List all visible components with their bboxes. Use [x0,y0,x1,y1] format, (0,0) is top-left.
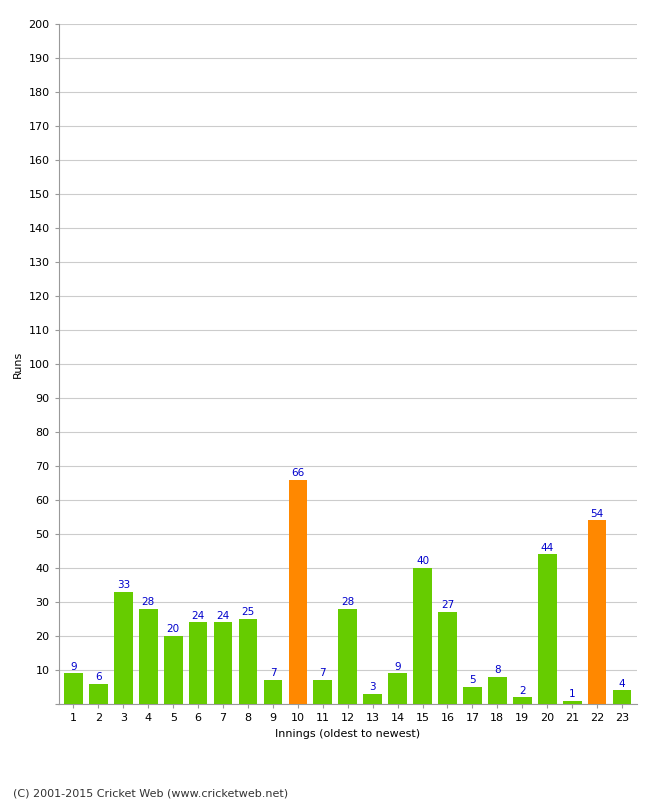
Text: 54: 54 [590,509,604,518]
Bar [89,683,108,704]
Text: 20: 20 [166,624,180,634]
Text: 7: 7 [320,669,326,678]
Text: 9: 9 [70,662,77,672]
Bar [613,690,631,704]
Bar [463,687,482,704]
Bar [264,680,282,704]
Text: 44: 44 [541,542,554,553]
Y-axis label: Runs: Runs [13,350,23,378]
Bar [388,674,407,704]
Bar [214,622,233,704]
Text: 9: 9 [395,662,401,672]
Text: 6: 6 [95,672,101,682]
Text: 5: 5 [469,675,476,686]
Text: 28: 28 [142,597,155,607]
Text: 40: 40 [416,556,429,566]
Text: 8: 8 [494,665,500,675]
Text: 33: 33 [117,580,130,590]
Text: 24: 24 [192,610,205,621]
Bar [313,680,332,704]
Bar [164,636,183,704]
Text: 66: 66 [291,468,304,478]
Bar [139,609,157,704]
Bar [538,554,556,704]
Bar [64,674,83,704]
Text: (C) 2001-2015 Cricket Web (www.cricketweb.net): (C) 2001-2015 Cricket Web (www.cricketwe… [13,788,288,798]
Text: 2: 2 [519,686,526,695]
Bar [339,609,357,704]
Bar [563,701,582,704]
Bar [289,480,307,704]
Bar [239,619,257,704]
Text: 25: 25 [241,607,255,618]
Bar [513,697,532,704]
Text: 28: 28 [341,597,354,607]
Bar [188,622,207,704]
Bar [413,568,432,704]
Bar [588,520,606,704]
Bar [114,592,133,704]
Text: 1: 1 [569,689,575,699]
Text: 3: 3 [369,682,376,692]
Bar [488,677,507,704]
X-axis label: Innings (oldest to newest): Innings (oldest to newest) [275,729,421,738]
Text: 4: 4 [619,678,625,689]
Text: 24: 24 [216,610,229,621]
Text: 27: 27 [441,601,454,610]
Bar [363,694,382,704]
Text: 7: 7 [270,669,276,678]
Bar [438,612,457,704]
